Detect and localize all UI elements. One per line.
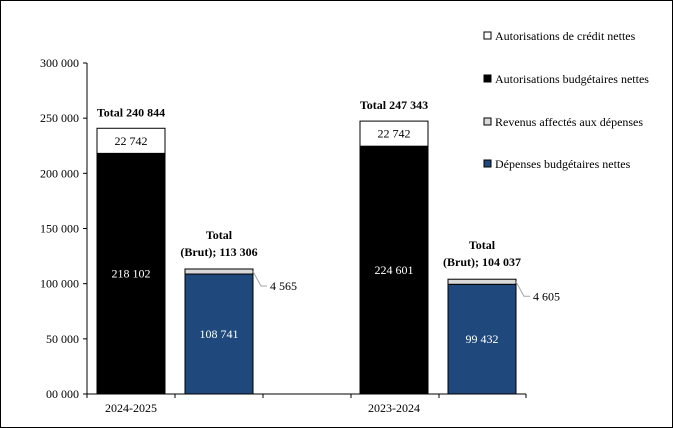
x-category-label: 2023-2024 — [368, 401, 420, 415]
legend-swatch — [483, 159, 492, 168]
data-label-revenue: 4 605 — [533, 289, 560, 303]
bar-segment-credit — [96, 127, 166, 154]
bar-segment-spending — [184, 273, 254, 395]
bar-segment-budget — [359, 145, 429, 395]
leader-line — [515, 281, 530, 297]
total-label: Total 247 343 — [360, 98, 428, 112]
data-label-revenue: 4 565 — [270, 279, 297, 293]
total-label: (Brut); 113 306 — [180, 245, 257, 259]
total-label: Total 240 844 — [97, 105, 165, 119]
data-label-budget: 218 102 — [112, 267, 151, 281]
y-tick-label: 200 000 — [40, 166, 79, 180]
bar-segment-revenue — [447, 278, 517, 285]
x-category-label: 2024-2025 — [105, 401, 157, 415]
legend-label: Autorisations de crédit nettes — [495, 29, 636, 43]
total-label: (Brut); 104 037 — [443, 255, 521, 269]
legend-swatch — [483, 117, 492, 126]
y-tick-label: 250 000 — [40, 111, 79, 125]
data-label-credit: 22 742 — [378, 127, 411, 141]
data-label-spending: 99 432 — [466, 332, 499, 346]
legend-swatch — [483, 74, 492, 83]
data-label-budget: 224 601 — [375, 263, 414, 277]
bar-segment-credit — [359, 120, 429, 147]
data-label-spending: 108 741 — [200, 327, 239, 341]
y-tick-label: 300 000 — [40, 56, 79, 70]
total-label: Total — [206, 228, 233, 242]
leader-line — [252, 271, 267, 287]
y-tick-label: 00 000 — [46, 387, 79, 401]
legend-label: Revenus affectés aux dépenses — [495, 115, 643, 129]
data-label-credit: 22 742 — [115, 134, 148, 148]
legend-label: Autorisations budgétaires nettes — [495, 72, 649, 86]
y-tick-label: 150 000 — [40, 222, 79, 236]
total-label: Total — [469, 238, 496, 252]
bar-segment-spending — [447, 283, 517, 395]
legend-swatch — [483, 31, 492, 40]
y-tick-label: 50 000 — [46, 332, 79, 346]
bar-segment-budget — [96, 152, 166, 395]
y-tick-label: 100 000 — [40, 277, 79, 291]
legend-label: Dépenses budgétaires nettes — [495, 157, 631, 171]
bar-segment-revenue — [184, 268, 254, 275]
